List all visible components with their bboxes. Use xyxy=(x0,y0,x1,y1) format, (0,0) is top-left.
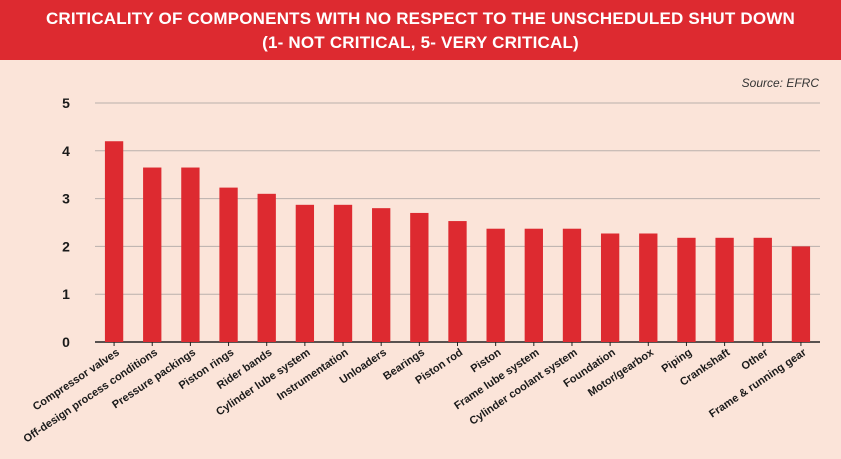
source-note: Source: EFRC xyxy=(741,76,819,90)
y-tick-label: 1 xyxy=(62,286,70,302)
x-tick-label: Motor/gearbox xyxy=(586,346,657,399)
bar xyxy=(486,228,505,342)
y-tick-label: 2 xyxy=(62,238,70,254)
bar xyxy=(257,193,276,342)
bar xyxy=(677,237,696,342)
bar xyxy=(219,187,238,342)
bar xyxy=(143,167,162,342)
title-banner: CRITICALITY OF COMPONENTS WITH NO RESPEC… xyxy=(0,0,841,60)
bar xyxy=(448,221,467,342)
bar xyxy=(372,208,391,342)
bar xyxy=(410,212,429,342)
bar xyxy=(104,141,124,342)
bar xyxy=(639,233,658,342)
y-tick-label: 0 xyxy=(62,334,70,350)
bar xyxy=(715,237,734,342)
y-tick-label: 3 xyxy=(62,191,70,207)
bar xyxy=(753,237,772,342)
bar xyxy=(181,167,200,342)
y-tick-label: 5 xyxy=(62,95,70,111)
bar xyxy=(524,228,543,342)
chart-subtitle: (1- NOT CRITICAL, 5- VERY CRITICAL) xyxy=(262,33,579,52)
bar xyxy=(295,204,315,342)
y-tick-label: 4 xyxy=(62,143,70,159)
x-tick-label: Other xyxy=(739,346,771,373)
bar xyxy=(562,228,582,342)
bar xyxy=(333,204,353,342)
bar xyxy=(600,233,620,342)
bar xyxy=(791,246,811,342)
chart-title: CRITICALITY OF COMPONENTS WITH NO RESPEC… xyxy=(45,9,796,28)
